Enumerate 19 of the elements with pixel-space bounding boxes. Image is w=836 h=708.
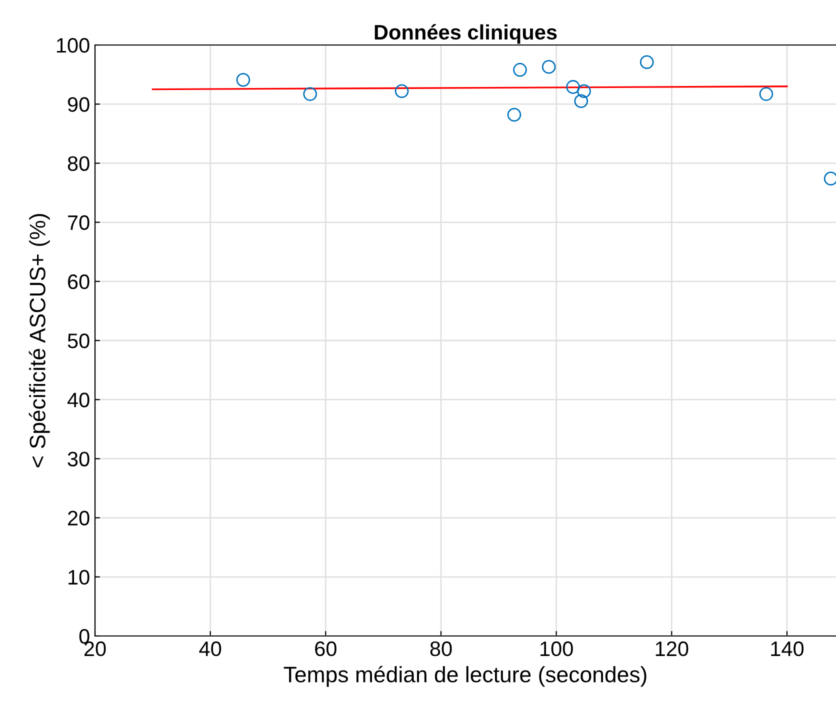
- y-tick-label: 90: [68, 97, 90, 112]
- y-tick-label: 30: [68, 452, 90, 466]
- x-tick-label: 120: [656, 641, 688, 656]
- y-tick-label: 20: [68, 510, 90, 526]
- y-tick-label: 80: [68, 156, 90, 171]
- x-tick-label: 60: [315, 641, 336, 656]
- x-axis-title: Temps médian de lecture (secondes): [284, 666, 646, 687]
- y-tick-label: 60: [68, 274, 90, 290]
- y-axis-title: < Spécificité ASCUS+ (%): [28, 214, 50, 468]
- y-tick-label: 50: [68, 334, 90, 348]
- y-tick-label: 70: [68, 215, 90, 230]
- x-tick-label: 80: [430, 641, 452, 656]
- x-tick-label: 40: [199, 641, 222, 656]
- x-tick-label: 100: [540, 641, 573, 656]
- y-tick-label: 10: [68, 570, 90, 585]
- chart-title: Données cliniques: [374, 24, 557, 44]
- y-tick-label: 40: [67, 392, 90, 408]
- x-tick-label: 140: [771, 641, 804, 656]
- y-tick-label: 100: [56, 38, 90, 53]
